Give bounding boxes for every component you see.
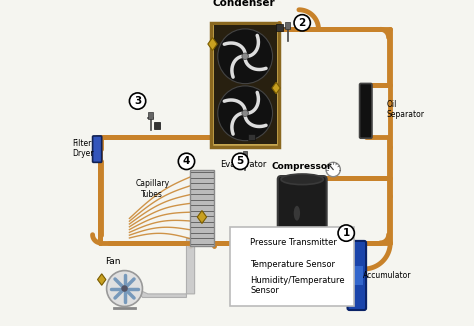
FancyBboxPatch shape <box>148 112 153 119</box>
Polygon shape <box>136 239 195 297</box>
Text: Fan: Fan <box>105 257 121 266</box>
Ellipse shape <box>281 174 323 185</box>
Text: 5: 5 <box>237 156 244 166</box>
FancyBboxPatch shape <box>238 230 243 237</box>
FancyBboxPatch shape <box>278 176 327 267</box>
Text: 4: 4 <box>183 156 190 166</box>
Text: Accumulator: Accumulator <box>363 271 411 280</box>
Text: Compressor: Compressor <box>272 162 332 171</box>
Text: Humidity/Temperature
Sensor: Humidity/Temperature Sensor <box>250 275 345 295</box>
FancyBboxPatch shape <box>347 241 366 310</box>
Text: 1: 1 <box>343 228 350 238</box>
Polygon shape <box>98 274 106 285</box>
Text: Temperature Sensor: Temperature Sensor <box>250 260 335 269</box>
Polygon shape <box>208 37 217 51</box>
Circle shape <box>218 86 273 141</box>
FancyBboxPatch shape <box>237 261 244 268</box>
FancyBboxPatch shape <box>360 83 372 138</box>
FancyBboxPatch shape <box>211 23 279 147</box>
Text: Pressure Transmitter: Pressure Transmitter <box>250 238 337 247</box>
Text: Evaporator: Evaporator <box>220 160 266 169</box>
Polygon shape <box>197 211 207 224</box>
FancyBboxPatch shape <box>154 122 160 129</box>
Circle shape <box>326 162 340 177</box>
Circle shape <box>129 93 146 109</box>
Circle shape <box>242 53 248 60</box>
Polygon shape <box>272 82 280 94</box>
Circle shape <box>313 228 328 242</box>
Ellipse shape <box>294 206 300 221</box>
Text: Oil
Separator: Oil Separator <box>387 99 425 119</box>
Circle shape <box>107 271 143 306</box>
FancyBboxPatch shape <box>248 134 255 140</box>
Circle shape <box>232 153 248 170</box>
Circle shape <box>294 15 310 31</box>
Circle shape <box>121 285 128 292</box>
Circle shape <box>242 110 248 116</box>
FancyBboxPatch shape <box>92 136 102 162</box>
FancyBboxPatch shape <box>213 25 277 144</box>
Text: Filter
Dryer: Filter Dryer <box>73 139 94 158</box>
Text: Condenser: Condenser <box>212 0 275 8</box>
Text: Capillary
Tubes: Capillary Tubes <box>135 179 169 199</box>
FancyBboxPatch shape <box>243 151 247 158</box>
FancyBboxPatch shape <box>230 227 355 306</box>
FancyBboxPatch shape <box>190 170 214 246</box>
Circle shape <box>178 153 195 170</box>
Circle shape <box>218 29 273 84</box>
Polygon shape <box>236 279 245 292</box>
Text: 3: 3 <box>134 96 141 106</box>
Circle shape <box>338 225 355 241</box>
FancyBboxPatch shape <box>276 24 283 31</box>
FancyBboxPatch shape <box>351 266 363 285</box>
FancyBboxPatch shape <box>285 22 290 29</box>
Text: 2: 2 <box>299 18 306 28</box>
